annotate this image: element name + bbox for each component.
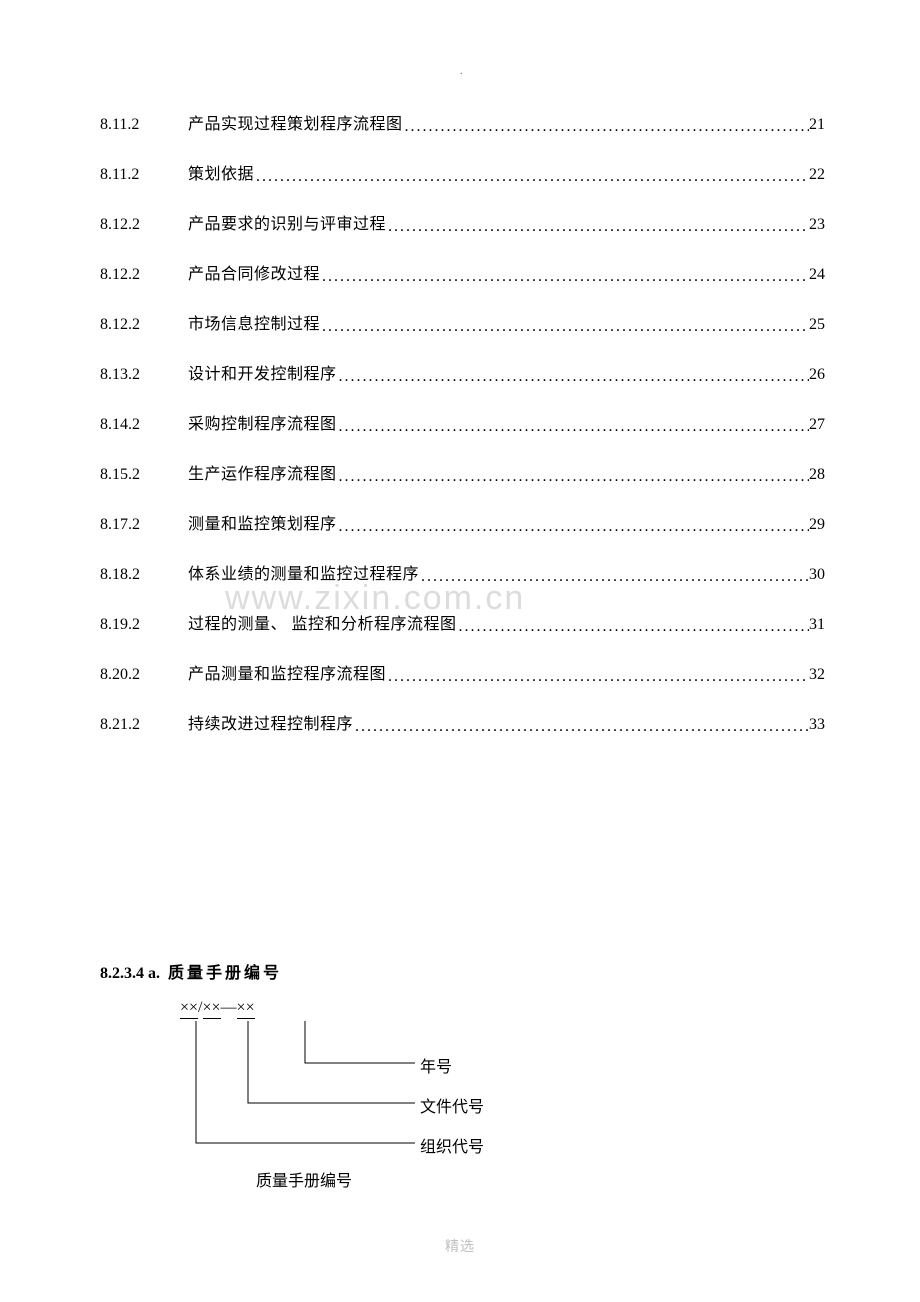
toc-page: 33 xyxy=(809,716,825,734)
toc-number: 8.12.2 xyxy=(100,316,188,334)
toc-title: 持续改进过程控制程序 xyxy=(188,710,353,734)
toc-number: 8.15.2 xyxy=(100,466,188,484)
label-file-code: 文件代号 xyxy=(420,1093,484,1117)
page-footer: 精选 xyxy=(0,1236,920,1256)
toc-number: 8.11.2 xyxy=(100,116,188,134)
heading-number: 8.2.3.4 a. xyxy=(100,965,160,982)
toc-title: 产品要求的识别与评审过程 xyxy=(188,210,386,234)
toc-number: 8.14.2 xyxy=(100,416,188,434)
toc-page: 21 xyxy=(809,116,825,134)
toc-number: 8.18.2 xyxy=(100,566,188,584)
label-year: 年号 xyxy=(420,1053,452,1077)
toc-page: 22 xyxy=(809,166,825,184)
toc-leader: ........................................… xyxy=(457,618,809,636)
toc-title: 生产运作程序流程图 xyxy=(188,460,337,484)
toc-title: 产品实现过程策划程序流程图 xyxy=(188,110,403,134)
toc-page: 27 xyxy=(809,416,825,434)
toc-leader: ........................................… xyxy=(403,118,809,136)
table-of-contents: 8.11.2 产品实现过程策划程序流程图 ...................… xyxy=(100,110,825,734)
numbering-diagram: ×× /××—×× 年号 文件代号 组织代号 质量手册编号 xyxy=(180,999,520,1189)
toc-page: 28 xyxy=(809,466,825,484)
toc-number: 8.19.2 xyxy=(100,616,188,634)
toc-number: 8.21.2 xyxy=(100,716,188,734)
toc-leader: ........................................… xyxy=(386,668,809,686)
toc-leader: ........................................… xyxy=(386,218,809,236)
toc-entry: 8.19.2 过程的测量、 监控和分析程序流程图 ...............… xyxy=(100,610,825,634)
toc-number: 8.11.2 xyxy=(100,166,188,184)
toc-page: 30 xyxy=(809,566,825,584)
toc-title: 市场信息控制过程 xyxy=(188,310,320,334)
toc-entry: 8.17.2 测量和监控策划程序 .......................… xyxy=(100,510,825,534)
header-mark: . xyxy=(460,66,463,77)
toc-leader: ........................................… xyxy=(337,368,809,386)
toc-page: 23 xyxy=(809,216,825,234)
label-org-code: 组织代号 xyxy=(420,1133,484,1157)
toc-title: 产品合同修改过程 xyxy=(188,260,320,284)
toc-title: 设计和开发控制程序 xyxy=(188,360,337,384)
section-heading: 8.2.3.4 a. 质量手册编号 xyxy=(100,959,825,983)
toc-leader: ........................................… xyxy=(337,518,809,536)
toc-page: 31 xyxy=(809,616,825,634)
toc-page: 32 xyxy=(809,666,825,684)
toc-page: 24 xyxy=(809,266,825,284)
toc-page: 25 xyxy=(809,316,825,334)
toc-title: 体系业绩的测量和监控过程程序 xyxy=(188,560,419,584)
toc-title: 采购控制程序流程图 xyxy=(188,410,337,434)
toc-entry: 8.11.2 策划依据 ............................… xyxy=(100,160,825,184)
toc-number: 8.12.2 xyxy=(100,216,188,234)
toc-entry: 8.13.2 设计和开发控制程序 .......................… xyxy=(100,360,825,384)
toc-title: 过程的测量、 监控和分析程序流程图 xyxy=(188,610,457,634)
toc-entry: 8.21.2 持续改进过程控制程序 ......................… xyxy=(100,710,825,734)
toc-leader: ........................................… xyxy=(320,318,809,336)
toc-entry: 8.18.2 体系业绩的测量和监控过程程序 ..................… xyxy=(100,560,825,584)
toc-number: 8.12.2 xyxy=(100,266,188,284)
toc-entry: 8.12.2 市场信息控制过程 ........................… xyxy=(100,310,825,334)
toc-entry: 8.12.2 产品要求的识别与评审过程 ....................… xyxy=(100,210,825,234)
toc-leader: ........................................… xyxy=(254,168,809,186)
toc-page: 29 xyxy=(809,516,825,534)
toc-entry: 8.15.2 生产运作程序流程图 .......................… xyxy=(100,460,825,484)
toc-leader: ........................................… xyxy=(419,568,809,586)
toc-leader: ........................................… xyxy=(353,718,809,736)
toc-entry: 8.12.2 产品合同修改过程 ........................… xyxy=(100,260,825,284)
toc-page: 26 xyxy=(809,366,825,384)
toc-leader: ........................................… xyxy=(337,418,809,436)
toc-number: 8.17.2 xyxy=(100,516,188,534)
diagram-caption: 质量手册编号 xyxy=(256,1167,352,1191)
toc-leader: ........................................… xyxy=(337,468,809,486)
toc-entry: 8.14.2 采购控制程序流程图 .......................… xyxy=(100,410,825,434)
toc-title: 测量和监控策划程序 xyxy=(188,510,337,534)
heading-title: 质量手册编号 xyxy=(168,965,282,982)
toc-entry: 8.11.2 产品实现过程策划程序流程图 ...................… xyxy=(100,110,825,134)
toc-title: 策划依据 xyxy=(188,160,254,184)
toc-number: 8.20.2 xyxy=(100,666,188,684)
toc-entry: 8.20.2 产品测量和监控程序流程图 ....................… xyxy=(100,660,825,684)
toc-title: 产品测量和监控程序流程图 xyxy=(188,660,386,684)
toc-leader: ........................................… xyxy=(320,268,809,286)
toc-number: 8.13.2 xyxy=(100,366,188,384)
